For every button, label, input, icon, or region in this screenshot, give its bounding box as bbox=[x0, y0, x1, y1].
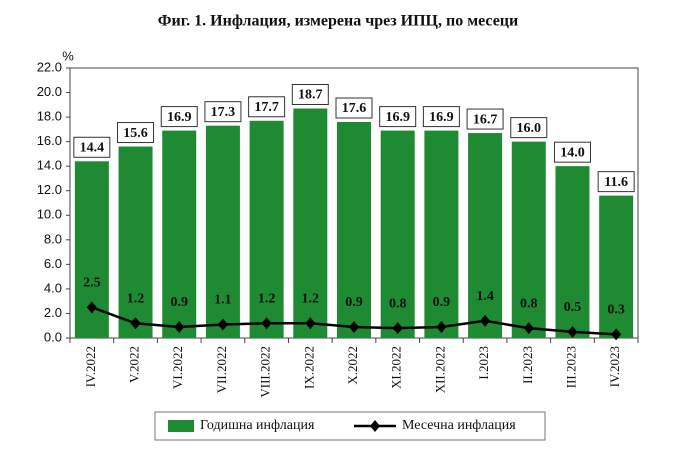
line-label: 0.8 bbox=[389, 296, 407, 311]
bar bbox=[599, 195, 634, 338]
bar bbox=[293, 108, 328, 338]
line-marker bbox=[392, 322, 403, 335]
line-label: 0.5 bbox=[564, 300, 582, 315]
x-tick-label: IX.2022 bbox=[301, 346, 316, 389]
x-tick-label: III.2023 bbox=[563, 346, 578, 388]
line-marker bbox=[523, 322, 534, 335]
line-marker bbox=[130, 317, 141, 330]
y-tick-label: 4.0 bbox=[44, 280, 62, 295]
line-label: 0.9 bbox=[345, 295, 363, 310]
bar-label: 11.6 bbox=[604, 175, 628, 190]
bar-label: 14.0 bbox=[560, 145, 585, 160]
line-marker bbox=[349, 320, 359, 333]
bar-label: 17.6 bbox=[342, 101, 367, 116]
bar-label-box bbox=[73, 136, 111, 158]
line-marker bbox=[611, 328, 622, 341]
bar bbox=[468, 133, 503, 338]
bar bbox=[118, 146, 153, 338]
bar-label: 18.7 bbox=[298, 88, 323, 103]
x-tick-label: VII.2022 bbox=[214, 346, 229, 393]
legend-label: Месечна инфлация bbox=[402, 418, 516, 433]
bar-label: 17.7 bbox=[254, 100, 279, 115]
bar-label: 15.6 bbox=[123, 126, 148, 141]
line-label: 1.4 bbox=[476, 289, 494, 304]
bar-label: 16.9 bbox=[167, 110, 192, 125]
y-tick-label: 20.0 bbox=[37, 84, 62, 99]
x-tick-label: VI.2022 bbox=[170, 346, 185, 389]
y-tick-label: 16.0 bbox=[37, 133, 62, 148]
y-tick-label: 10.0 bbox=[37, 207, 62, 222]
x-tick-label: XII.2022 bbox=[432, 346, 447, 393]
y-tick-label: 2.0 bbox=[44, 305, 62, 320]
y-unit: % bbox=[62, 48, 74, 63]
bar-label-box bbox=[422, 106, 460, 128]
bar bbox=[162, 130, 197, 338]
y-tick-label: 0.0 bbox=[44, 329, 62, 344]
line-marker bbox=[217, 318, 228, 331]
y-tick-label: 14.0 bbox=[37, 158, 62, 173]
line-marker bbox=[567, 325, 578, 338]
bar-label: 16.0 bbox=[517, 121, 542, 136]
chart-title: Фиг. 1. Инфлация, измерена чрез ИПЦ, по … bbox=[158, 13, 519, 30]
bar-label: 16.9 bbox=[429, 110, 454, 125]
legend-swatch bbox=[168, 420, 194, 432]
bar bbox=[555, 166, 590, 338]
x-tick-label: V.2022 bbox=[127, 346, 142, 383]
bar bbox=[205, 125, 240, 338]
line-marker bbox=[174, 320, 185, 333]
line-marker bbox=[86, 301, 97, 314]
bar-label-box bbox=[597, 171, 635, 193]
y-tick-label: 18.0 bbox=[37, 109, 62, 124]
legend-frame bbox=[154, 411, 546, 441]
bar-label-box bbox=[204, 101, 242, 123]
y-tick-label: 12.0 bbox=[37, 182, 62, 197]
bar-label-box bbox=[291, 84, 329, 105]
bar-label-box bbox=[117, 122, 155, 144]
bar bbox=[337, 122, 371, 338]
line-marker bbox=[436, 320, 447, 333]
line-label: 1.2 bbox=[127, 291, 145, 306]
bar-label-box bbox=[466, 108, 504, 130]
x-tick-label: I.2023 bbox=[476, 346, 491, 380]
line-label: 0.9 bbox=[433, 295, 451, 310]
bar-label: 16.7 bbox=[473, 112, 498, 127]
line-label: 2.5 bbox=[83, 276, 101, 291]
x-tick-label: XI.2022 bbox=[389, 346, 404, 389]
bar bbox=[380, 130, 415, 338]
bar-label-box bbox=[248, 96, 286, 118]
line-label: 1.2 bbox=[258, 291, 276, 306]
y-tick-label: 22.0 bbox=[37, 59, 62, 74]
bar-label-box bbox=[160, 106, 198, 128]
bar-label-box bbox=[553, 141, 591, 163]
bar-label: 14.4 bbox=[80, 140, 105, 155]
x-tick-label: IV.2022 bbox=[83, 346, 98, 387]
line-marker bbox=[261, 317, 272, 330]
line-label: 0.3 bbox=[607, 303, 625, 318]
line-label: 1.2 bbox=[302, 291, 320, 306]
line-label: 1.1 bbox=[214, 293, 232, 308]
bar bbox=[424, 130, 459, 338]
line-marker bbox=[305, 317, 316, 330]
bar bbox=[249, 120, 284, 338]
bar bbox=[511, 141, 546, 338]
line-label: 0.8 bbox=[520, 296, 538, 311]
bar-label-box bbox=[379, 106, 417, 128]
bar-label-box bbox=[510, 117, 548, 139]
legend-marker bbox=[370, 420, 380, 432]
bar-label-box bbox=[335, 97, 373, 119]
y-tick-label: 6.0 bbox=[44, 256, 62, 271]
x-tick-label: X.2022 bbox=[345, 346, 360, 385]
bar-label: 17.3 bbox=[211, 105, 236, 120]
line-label: 0.9 bbox=[170, 295, 188, 310]
line-marker bbox=[480, 314, 491, 327]
legend-label: Годишна инфлация bbox=[200, 418, 315, 433]
x-tick-label: VIII.2022 bbox=[258, 346, 273, 398]
bar-label: 16.9 bbox=[385, 110, 410, 125]
x-tick-label: IV.2023 bbox=[607, 346, 622, 387]
x-tick-label: II.2023 bbox=[520, 346, 535, 384]
y-tick-label: 8.0 bbox=[44, 231, 62, 246]
